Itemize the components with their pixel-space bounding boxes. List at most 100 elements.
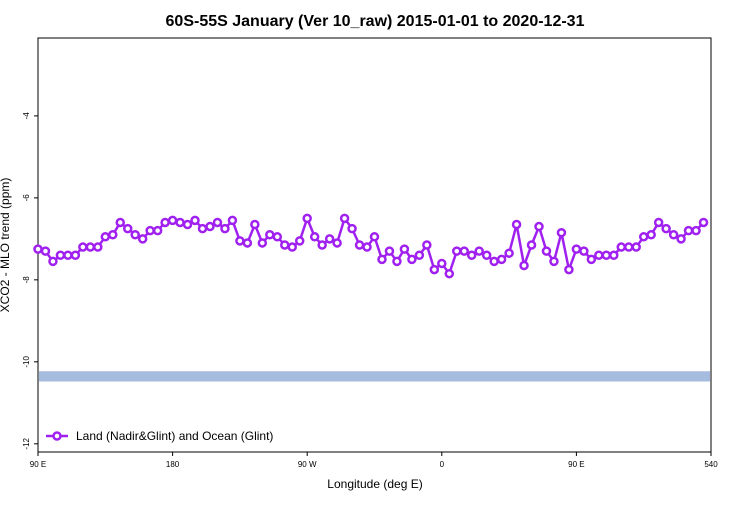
point [317,240,327,250]
point [309,232,320,242]
point [205,221,215,232]
point [392,256,402,267]
point [616,242,627,252]
legend-marker [52,431,62,441]
point [242,238,253,248]
point [48,256,58,267]
point [294,236,305,246]
point [564,264,574,275]
point [481,250,492,260]
point [85,242,96,252]
y-axis-title: XCO2 - MLO trend (ppm) [0,178,12,313]
point [594,250,604,260]
point [459,246,469,256]
x-tick-label: 180 [166,460,180,469]
point [661,223,671,234]
point [280,240,290,250]
point [683,225,694,236]
point [235,236,245,246]
x-tick-label: 90 E [568,460,584,469]
point [63,250,73,260]
point [347,223,357,234]
point [384,246,395,256]
point [609,250,619,260]
point [152,225,163,236]
point [115,217,126,228]
legend-label: Land (Nadir&Glint) and Ocean (Glint) [76,429,273,443]
y-tick-label: -4 [22,112,31,120]
point [265,230,275,240]
point [130,230,140,240]
point [474,246,484,256]
point [444,268,455,279]
point [354,240,365,250]
point [362,242,372,252]
point [399,244,410,254]
point [496,254,507,265]
point [586,254,597,265]
x-tick-label: 90 W [298,460,317,469]
point [257,238,268,248]
point [541,246,552,256]
point [646,230,656,240]
point [100,232,111,242]
point [324,234,335,244]
x-tick-label: 90 E [30,460,46,469]
point [287,242,297,252]
point [250,219,260,230]
point [339,213,350,224]
point [526,240,537,250]
point [227,215,238,226]
plot-frame [37,37,712,453]
point [429,264,440,275]
point [653,217,664,228]
point [70,250,81,260]
point [78,242,88,252]
point [549,256,559,267]
point [638,232,649,242]
chart-title: 60S-55S January (Ver 10_raw) 2015-01-01 … [166,13,585,30]
point [212,217,223,228]
y-tick-label: -8 [22,276,31,284]
point [33,244,43,254]
point [452,246,462,256]
point [676,234,686,244]
point [579,246,589,256]
point [691,225,701,236]
point [519,260,529,271]
point [377,254,387,265]
point [220,223,230,234]
point [167,215,178,226]
point [504,248,514,258]
x-tick-label: 0 [440,460,445,469]
point [182,219,193,230]
point [407,254,417,265]
point [190,215,200,226]
point [302,213,312,224]
point [623,242,634,252]
y-tick-label: -6 [22,194,31,202]
point [137,234,148,244]
y-tick-label: -12 [22,437,31,449]
point [40,246,51,256]
point [272,232,283,242]
point [466,250,477,260]
point [668,230,679,240]
point [160,217,170,228]
point [489,256,499,267]
point [108,230,118,240]
point [601,250,612,260]
point [145,225,155,236]
point [414,250,425,260]
x-axis-title: Longitude (deg E) [327,477,422,491]
point [422,240,432,250]
reference-band [39,371,710,382]
point [571,244,582,254]
point [332,238,342,248]
point [534,221,544,232]
x-tick-label: 540 [704,460,718,469]
y-tick-label: -10 [22,355,31,367]
point [197,223,208,234]
point [175,217,185,228]
